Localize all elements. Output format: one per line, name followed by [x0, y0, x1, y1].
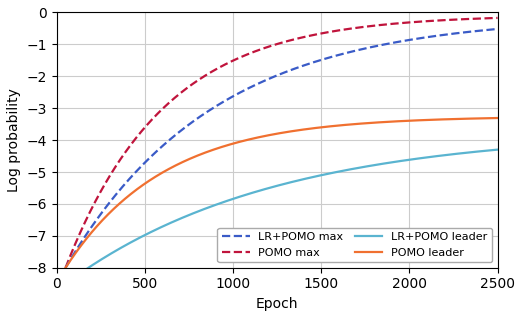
POMO max — [494, 16, 501, 20]
LR+POMO leader — [269, 185, 276, 189]
POMO leader — [72, 252, 78, 256]
POMO max — [72, 242, 78, 246]
Line: POMO max: POMO max — [66, 18, 497, 268]
LR+POMO max — [269, 75, 276, 79]
Legend: LR+POMO max, POMO max, LR+POMO leader, POMO leader: LR+POMO max, POMO max, LR+POMO leader, P… — [217, 228, 492, 262]
POMO leader — [269, 133, 276, 136]
LR+POMO max — [471, 29, 477, 33]
LR+POMO max — [494, 27, 501, 31]
LR+POMO leader — [80, 269, 86, 273]
LR+POMO max — [80, 237, 86, 241]
LR+POMO leader — [471, 150, 477, 154]
LR+POMO leader — [72, 275, 78, 279]
X-axis label: Epoch: Epoch — [256, 297, 299, 311]
POMO max — [140, 127, 146, 131]
LR+POMO max — [140, 162, 146, 166]
LR+POMO leader — [140, 234, 146, 238]
Line: LR+POMO leader: LR+POMO leader — [66, 150, 497, 284]
Line: LR+POMO max: LR+POMO max — [66, 29, 497, 268]
Line: POMO leader: POMO leader — [66, 118, 497, 268]
POMO leader — [494, 116, 501, 120]
POMO leader — [80, 241, 86, 245]
POMO leader — [140, 183, 146, 187]
POMO leader — [471, 117, 477, 121]
POMO max — [269, 44, 276, 47]
LR+POMO max — [72, 250, 78, 254]
POMO max — [471, 17, 477, 21]
LR+POMO leader — [494, 148, 501, 152]
POMO max — [80, 224, 86, 228]
Y-axis label: Log probability: Log probability — [7, 88, 21, 192]
